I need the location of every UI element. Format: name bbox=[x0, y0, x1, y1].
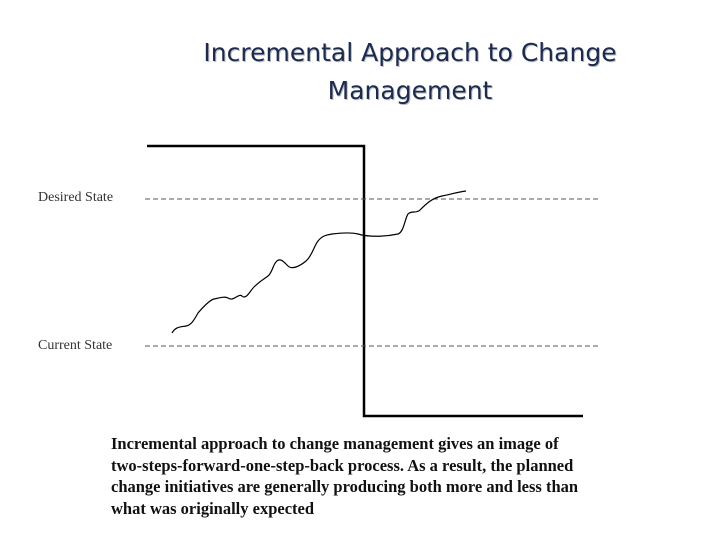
title-line-2: Management bbox=[327, 76, 493, 105]
caption-line-4: what was originally expected bbox=[111, 498, 315, 518]
desired-state-label: Desired State bbox=[38, 190, 114, 205]
current-state-label: Current State bbox=[38, 338, 113, 353]
caption-line-2: two-steps-forward-one-step-back process.… bbox=[111, 455, 574, 475]
caption: Incremental approach to change managemen… bbox=[111, 433, 686, 519]
incremental-progress-curve bbox=[171, 190, 467, 334]
step-outline bbox=[147, 144, 583, 418]
slide-title: Incremental Approach to Change Managemen… bbox=[150, 34, 670, 110]
caption-line-1: Incremental approach to change managemen… bbox=[111, 434, 559, 453]
caption-line-3: change initiatives are generally produci… bbox=[111, 477, 579, 496]
title-line-1: Incremental Approach to Change bbox=[203, 38, 617, 67]
